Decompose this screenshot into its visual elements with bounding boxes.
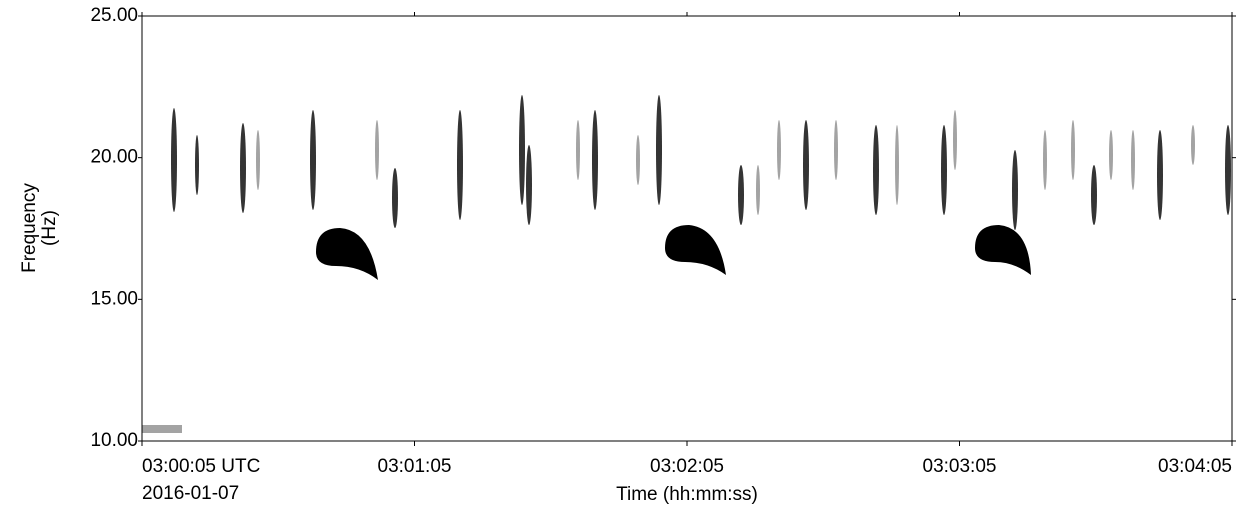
y-tick-label: 15.00 bbox=[90, 288, 138, 309]
x-axis-label: Time (hh:mm:ss) bbox=[616, 484, 758, 505]
x-tick-label: 03:03:05 bbox=[923, 456, 997, 477]
x-tick-label: 03:00:05 UTC bbox=[142, 456, 260, 477]
y-tick-label: 20.00 bbox=[90, 147, 138, 168]
x-tick-label: 03:04:05 bbox=[1158, 456, 1232, 477]
spectrogram-image bbox=[142, 95, 1231, 433]
y-axis-label: Frequency bbox=[19, 183, 40, 273]
y-tick-label: 25.00 bbox=[90, 5, 138, 26]
y-axis-label: (Hz) bbox=[39, 210, 60, 246]
x-date-label: 2016-01-07 bbox=[142, 483, 239, 504]
y-tick-label: 10.00 bbox=[90, 430, 138, 451]
x-tick-label: 03:01:05 bbox=[378, 456, 452, 477]
x-tick-label: 03:02:05 bbox=[650, 456, 724, 477]
